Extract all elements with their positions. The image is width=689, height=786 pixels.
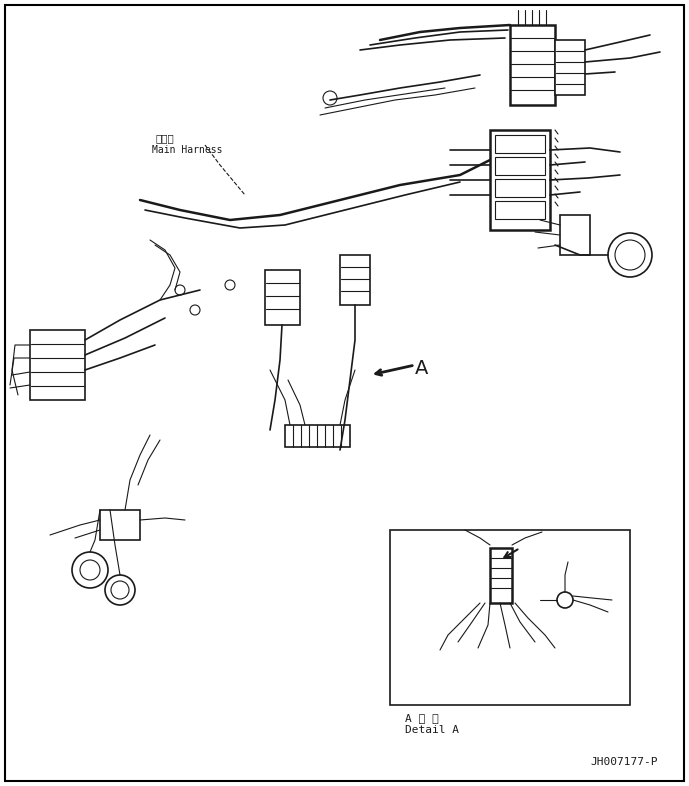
Circle shape: [72, 552, 108, 588]
Circle shape: [225, 280, 235, 290]
Bar: [510, 25, 555, 105]
Circle shape: [608, 233, 652, 277]
Circle shape: [557, 592, 573, 608]
Bar: [30, 330, 85, 400]
Circle shape: [105, 575, 135, 605]
Bar: [495, 135, 545, 153]
Circle shape: [175, 285, 185, 295]
Text: JH007177-P: JH007177-P: [590, 757, 657, 767]
Text: A 详 细: A 详 细: [405, 713, 439, 723]
Circle shape: [111, 581, 129, 599]
Bar: [495, 179, 545, 197]
Circle shape: [615, 240, 645, 270]
Bar: [495, 157, 545, 175]
Bar: [560, 215, 590, 255]
Bar: [490, 130, 550, 230]
Circle shape: [80, 560, 100, 580]
Circle shape: [190, 305, 200, 315]
Text: 主线束: 主线束: [155, 133, 174, 143]
Bar: [495, 201, 545, 219]
Text: Detail A: Detail A: [405, 725, 459, 735]
Text: A: A: [415, 358, 429, 377]
Bar: [340, 255, 370, 305]
Bar: [100, 510, 140, 540]
Text: Main Harness: Main Harness: [152, 145, 223, 155]
Bar: [285, 425, 350, 447]
Bar: [265, 270, 300, 325]
Circle shape: [323, 91, 337, 105]
Bar: [390, 530, 630, 705]
Bar: [555, 40, 585, 95]
Bar: [490, 548, 512, 603]
